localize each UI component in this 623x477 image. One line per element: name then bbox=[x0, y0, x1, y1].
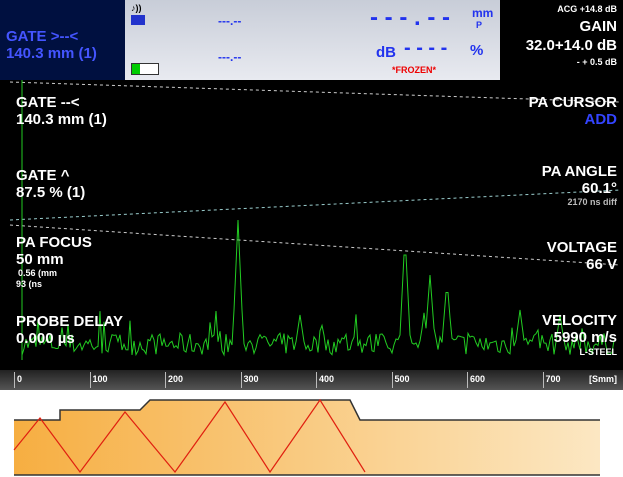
dashed-line bbox=[10, 190, 620, 220]
delay-value: 0.000 µs bbox=[16, 330, 75, 347]
tick-label: 300 bbox=[244, 374, 259, 384]
gate-label: GATE >--< bbox=[6, 28, 78, 45]
tick-mark bbox=[543, 372, 544, 388]
probe-icon: ♪)) bbox=[131, 3, 145, 13]
focus-value: 50 mm bbox=[16, 251, 64, 268]
focus-time: 93 (ns bbox=[16, 279, 42, 289]
gain-label: GAIN bbox=[580, 18, 618, 35]
channel-icon bbox=[131, 15, 145, 25]
unit-pct: % bbox=[470, 42, 483, 59]
voltage-label: VOLTAGE bbox=[547, 239, 617, 256]
axis-unit: [Smm] bbox=[589, 374, 617, 384]
readout-1: ---.-- bbox=[218, 14, 241, 28]
velocity-label: VELOCITY bbox=[542, 312, 617, 329]
unit-mm: mm bbox=[472, 6, 493, 20]
screen: GATE >--< 140.3 mm (1) ♪)) ---.-- ---.--… bbox=[0, 0, 623, 477]
tick-label: 500 bbox=[395, 374, 410, 384]
tick-label: 400 bbox=[319, 374, 334, 384]
dashed-line bbox=[10, 225, 620, 265]
gate-height-value: 87.5 % (1) bbox=[16, 184, 85, 201]
tick-mark bbox=[467, 372, 468, 388]
tick-label: 600 bbox=[470, 374, 485, 384]
readout-2: ---.-- bbox=[218, 50, 241, 64]
voltage-value: 66 V bbox=[586, 256, 617, 273]
gate-end-label: GATE --< bbox=[16, 94, 79, 111]
gain-value: 32.0+14.0 dB bbox=[526, 37, 617, 54]
db-label: dB bbox=[376, 44, 396, 61]
main-value: - - - . - - bbox=[370, 4, 450, 32]
angle-value: 60.1° bbox=[582, 180, 617, 197]
battery bbox=[131, 63, 159, 75]
velocity-value: 5990 m/s bbox=[554, 329, 617, 346]
tick-label: 200 bbox=[168, 374, 183, 384]
tick-mark bbox=[165, 372, 166, 388]
tick-mark bbox=[14, 372, 15, 388]
tick-mark bbox=[90, 372, 91, 388]
tick-mark bbox=[241, 372, 242, 388]
tick-mark bbox=[316, 372, 317, 388]
gate-height-label: GATE ^ bbox=[16, 167, 69, 184]
focus-size: 0.56 (mm bbox=[18, 268, 57, 278]
acg: ACG +14.8 dB bbox=[557, 4, 617, 14]
tick-label: 700 bbox=[546, 374, 561, 384]
tick-label: 100 bbox=[93, 374, 108, 384]
gate-value: 140.3 mm (1) bbox=[6, 45, 97, 62]
beam-fan bbox=[14, 400, 600, 475]
gate-end-value: 140.3 mm (1) bbox=[16, 111, 107, 128]
angle-diff: 2170 ns diff bbox=[567, 197, 617, 207]
tick-mark bbox=[392, 372, 393, 388]
focus-label: PA FOCUS bbox=[16, 234, 92, 251]
delay-label: PROBE DELAY bbox=[16, 313, 123, 330]
cursor-label: PA CURSOR bbox=[529, 94, 617, 111]
unit-p: P bbox=[476, 20, 482, 30]
cursor-value: ADD bbox=[585, 111, 618, 128]
db-value: - - - - bbox=[404, 37, 447, 60]
material: L-STEEL bbox=[580, 347, 618, 357]
status: *FROZEN* bbox=[392, 65, 436, 75]
tick-label: 0 bbox=[17, 374, 22, 384]
gain-step: - + 0.5 dB bbox=[577, 57, 617, 67]
axis: [Smm] 0 100 200 300 400 500 600 700 bbox=[0, 370, 623, 390]
beam-view bbox=[0, 390, 623, 477]
angle-label: PA ANGLE bbox=[542, 163, 617, 180]
